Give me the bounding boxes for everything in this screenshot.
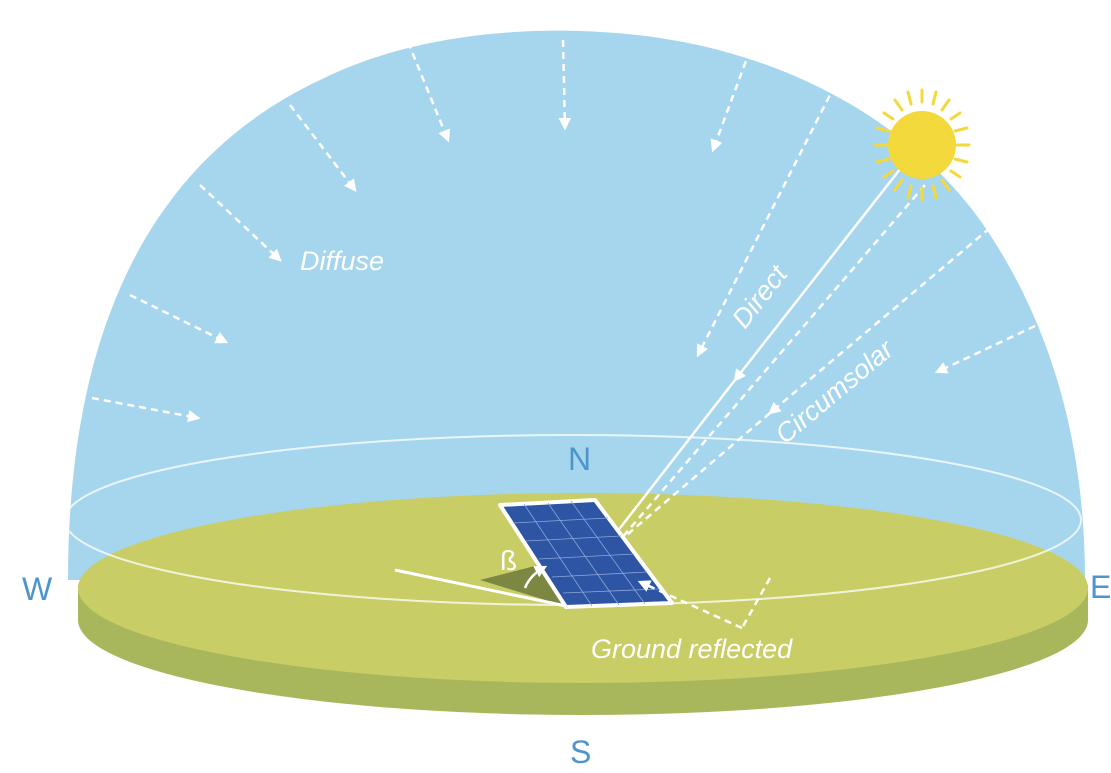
circumsolar-arrow: [614, 412, 771, 546]
cardinal-west: W: [22, 571, 53, 607]
cardinal-south: S: [570, 734, 591, 770]
diffuse-arrows: [91, 39, 1036, 423]
label-beta: ß: [500, 545, 517, 576]
beta-angle-arc: [523, 565, 548, 589]
diffuse-arrow: [289, 104, 357, 192]
diffuse-arrow: [696, 84, 837, 358]
label-ground-reflected: Ground reflected: [591, 634, 793, 664]
diffuse-arrow: [199, 184, 282, 262]
ground-line: [394, 568, 567, 608]
diffuse-arrow: [934, 324, 1036, 374]
diffuse-arrow: [406, 41, 451, 143]
sun-icon: [873, 88, 971, 202]
diffuse-arrow: [710, 49, 752, 153]
label-diffuse: Diffuse: [300, 246, 384, 276]
sky-dome: [68, 30, 1085, 581]
circumsolar-arrows: [614, 184, 991, 546]
diffuse-arrow: [91, 396, 201, 423]
cardinal-north: N: [568, 441, 591, 477]
cardinal-east: E: [1090, 569, 1111, 605]
diffuse-arrow: [129, 293, 229, 344]
circumsolar-arrow: [619, 184, 926, 541]
diffuse-arrow: [558, 39, 572, 131]
ground-reflected-arrows: [637, 577, 772, 630]
direct-beam: [602, 149, 916, 551]
